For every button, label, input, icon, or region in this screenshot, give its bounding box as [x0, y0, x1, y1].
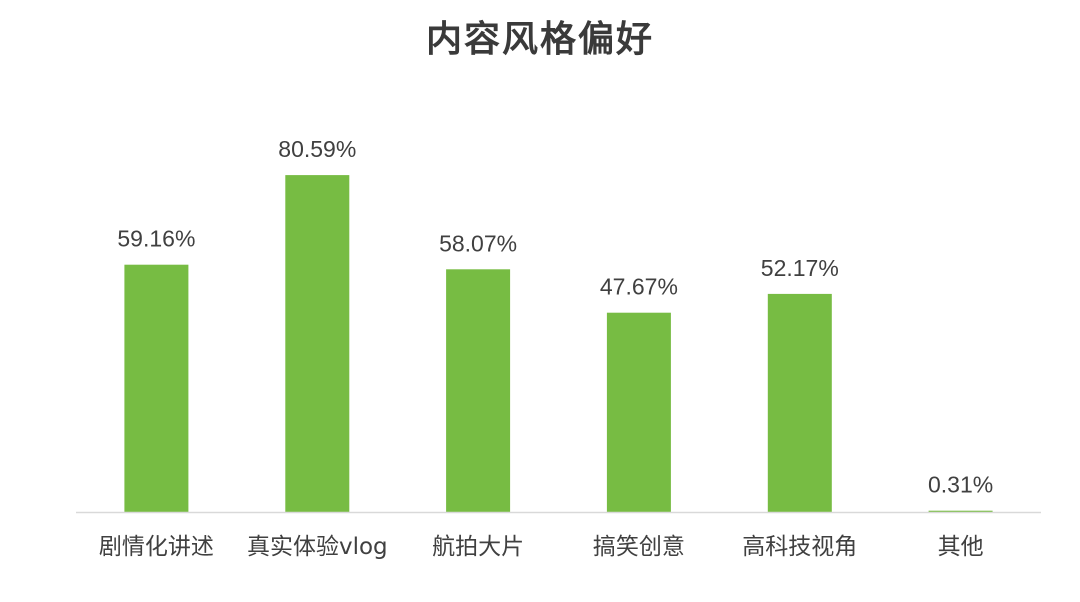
x-tick-label-1: 剧情化讲述 [99, 534, 214, 560]
x-tick-label-4: 搞笑创意 [593, 534, 685, 560]
bar-4 [606, 312, 671, 512]
data-label-1: 59.16% [117, 226, 195, 252]
x-tick-label-6: 其他 [938, 534, 984, 560]
chart-title: 内容风格偏好 [425, 19, 654, 60]
bar-1 [124, 264, 189, 512]
bar-2 [285, 175, 350, 512]
data-label-4: 47.67% [600, 274, 678, 300]
x-tick-label-2: 真实体验vlog [247, 534, 388, 560]
x-tick-label-3: 航拍大片 [432, 534, 524, 560]
data-label-2: 80.59% [278, 136, 356, 162]
x-tick-label-5: 高科技视角 [742, 534, 857, 560]
data-label-5: 52.17% [761, 255, 839, 281]
data-label-3: 58.07% [439, 230, 517, 256]
bar-3 [446, 269, 511, 512]
data-label-6: 0.31% [928, 472, 993, 498]
bar-5 [767, 293, 832, 512]
bar-6 [928, 510, 993, 512]
